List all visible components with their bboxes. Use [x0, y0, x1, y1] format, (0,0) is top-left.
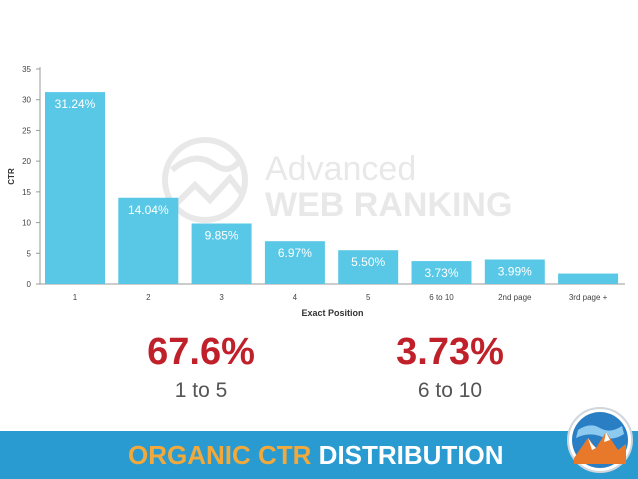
bar: [45, 92, 105, 285]
bar-data-label: 3.73%: [424, 266, 458, 280]
y-tick-label: 0: [27, 280, 32, 289]
stat-top-five-value: 67.6%: [147, 331, 255, 373]
bar: [118, 197, 179, 284]
bar: [411, 261, 472, 284]
bar-data-label: 5.50%: [351, 255, 385, 269]
stat-top-five: 67.6% 1 to 5: [121, 331, 281, 405]
x-tick-label: 3: [219, 293, 224, 302]
y-tick-label: 20: [22, 157, 31, 166]
stat-six-to-ten-label: 6 to 10: [417, 379, 483, 402]
banner-title-main: DISTRIBUTION: [318, 440, 504, 470]
y-tick-label: 5: [27, 249, 32, 258]
y-tick-label: 15: [22, 188, 31, 197]
bar: [558, 273, 619, 284]
x-tick-label: 6 to 10: [429, 293, 454, 302]
banner-title-accent: ORGANIC CTR: [128, 440, 312, 470]
x-axis-label: Exact Position: [301, 308, 363, 318]
globe-watermark-icon: [162, 137, 248, 223]
bar-data-label: 9.85%: [205, 228, 239, 242]
bar-data-label: 14.04%: [128, 203, 169, 217]
bar-data-label: 3.99%: [498, 264, 532, 278]
bar: [484, 259, 545, 284]
chart-bars: [45, 92, 619, 285]
y-tick-label: 25: [22, 126, 31, 135]
x-tick-label: 3rd page +: [569, 293, 608, 302]
x-tick-label: 2nd page: [498, 293, 532, 302]
y-axis-label: CTR: [7, 168, 16, 185]
y-tick-label: 35: [22, 65, 31, 74]
globe-mountain-icon: [567, 407, 633, 473]
y-tick-label: 10: [22, 219, 31, 228]
watermark-line1: Advanced: [265, 150, 416, 188]
banner-title: ORGANIC CTR DISTRIBUTION: [128, 431, 504, 479]
bar: [264, 241, 325, 284]
x-tick-label: 4: [293, 293, 298, 302]
stat-six-to-ten-value: 3.73%: [396, 331, 504, 373]
bar: [338, 250, 399, 284]
y-tick-label: 30: [22, 96, 31, 105]
x-tick-label: 5: [366, 293, 371, 302]
stat-top-five-label: 1 to 5: [174, 379, 228, 402]
x-tick-label: 2: [146, 293, 151, 302]
bar-data-label: 31.24%: [55, 97, 96, 111]
title-banner: ORGANIC CTR DISTRIBUTION: [0, 431, 638, 479]
bar-data-label: 6.97%: [278, 246, 312, 260]
x-tick-label: 1: [73, 293, 78, 302]
watermark-line2: WEB RANKING: [265, 186, 512, 224]
chart-labels: 31.24% 1 14.04% 2 9.85% 3 6.97% 4 5.50% 5 3.73% 6 t…: [55, 97, 608, 318]
bar: [191, 223, 252, 284]
watermark: Advanced WEB RANKING: [162, 137, 512, 224]
stat-six-to-ten: 3.73% 6 to 10: [370, 331, 530, 405]
